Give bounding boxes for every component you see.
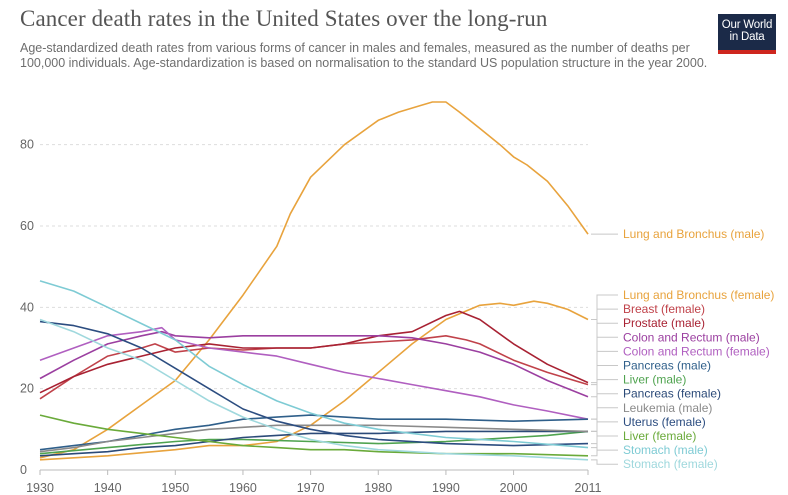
legend-connector-10 bbox=[591, 421, 618, 445]
y-tick-label: 60 bbox=[20, 219, 34, 233]
y-tick-label: 0 bbox=[20, 463, 27, 477]
y-tick-label: 20 bbox=[20, 382, 34, 396]
legend-label-8: Pancreas (female) bbox=[623, 387, 721, 401]
x-tick-label: 2011 bbox=[575, 481, 602, 495]
y-tick-label: 80 bbox=[20, 138, 34, 152]
legend-connector-12 bbox=[591, 447, 618, 451]
series-line-7 bbox=[39, 430, 589, 455]
series-line-5 bbox=[39, 326, 589, 420]
x-tick-label: 1990 bbox=[432, 481, 460, 495]
legend-connector-5 bbox=[591, 350, 618, 420]
legend-connector-4 bbox=[591, 336, 618, 398]
legend-connector-9 bbox=[591, 407, 618, 432]
legend-label-4: Colon and Rectum (male) bbox=[623, 330, 760, 344]
legend-label-0: Lung and Bronchus (male) bbox=[623, 227, 764, 241]
x-tick-label: 1950 bbox=[161, 481, 189, 495]
legend-label-10: Uterus (female) bbox=[623, 415, 706, 429]
x-tick-label: 1930 bbox=[26, 481, 54, 495]
x-tick-label: 1980 bbox=[364, 481, 392, 495]
legend-label-9: Leukemia (male) bbox=[623, 401, 712, 415]
legend-label-6: Pancreas (male) bbox=[623, 359, 711, 373]
series-line-6 bbox=[39, 414, 589, 451]
x-tick-label: 1940 bbox=[94, 481, 122, 495]
series-line-12 bbox=[39, 280, 589, 449]
legend-connector-1 bbox=[591, 294, 618, 321]
series-line-4 bbox=[39, 330, 589, 398]
series-line-0 bbox=[39, 101, 589, 459]
legend-connector-8 bbox=[591, 393, 618, 432]
legend-connector-6 bbox=[591, 365, 618, 420]
y-tick-label: 40 bbox=[20, 300, 34, 314]
x-tick-label: 1970 bbox=[297, 481, 325, 495]
legend-label-5: Colon and Rectum (female) bbox=[623, 344, 770, 358]
legend-label-3: Prostate (male) bbox=[623, 316, 705, 330]
legend-label-13: Stomach (female) bbox=[623, 457, 718, 471]
legend-label-12: Stomach (male) bbox=[623, 443, 708, 457]
legend-connector-7 bbox=[591, 379, 618, 432]
legend-label-11: Liver (female) bbox=[623, 429, 696, 443]
legend-connector-11 bbox=[591, 435, 618, 457]
legend-connector-13 bbox=[591, 459, 618, 465]
owid-logo[interactable]: Our World in Data bbox=[718, 14, 776, 54]
series-line-8 bbox=[39, 430, 588, 457]
series-line-10 bbox=[39, 320, 589, 447]
x-tick-label: 1960 bbox=[229, 481, 257, 495]
series-line-13 bbox=[39, 318, 589, 461]
legend-label-2: Breast (female) bbox=[623, 302, 705, 316]
series-line-9 bbox=[39, 424, 589, 453]
legend-label-1: Lung and Bronchus (female) bbox=[623, 288, 774, 302]
chart-subtitle: Age-standardized death rates from variou… bbox=[20, 41, 708, 70]
series-line-1 bbox=[39, 300, 589, 461]
legend-connector-3 bbox=[591, 322, 618, 384]
logo-line-2: in Data bbox=[729, 31, 765, 43]
series-line-2 bbox=[39, 334, 589, 400]
x-tick-label: 2000 bbox=[500, 481, 528, 495]
legend-label-7: Liver (male) bbox=[623, 373, 686, 387]
chart-title: Cancer death rates in the United States … bbox=[20, 6, 548, 31]
legend-connector-2 bbox=[591, 308, 618, 386]
logo-line-1: Our World bbox=[721, 19, 773, 31]
